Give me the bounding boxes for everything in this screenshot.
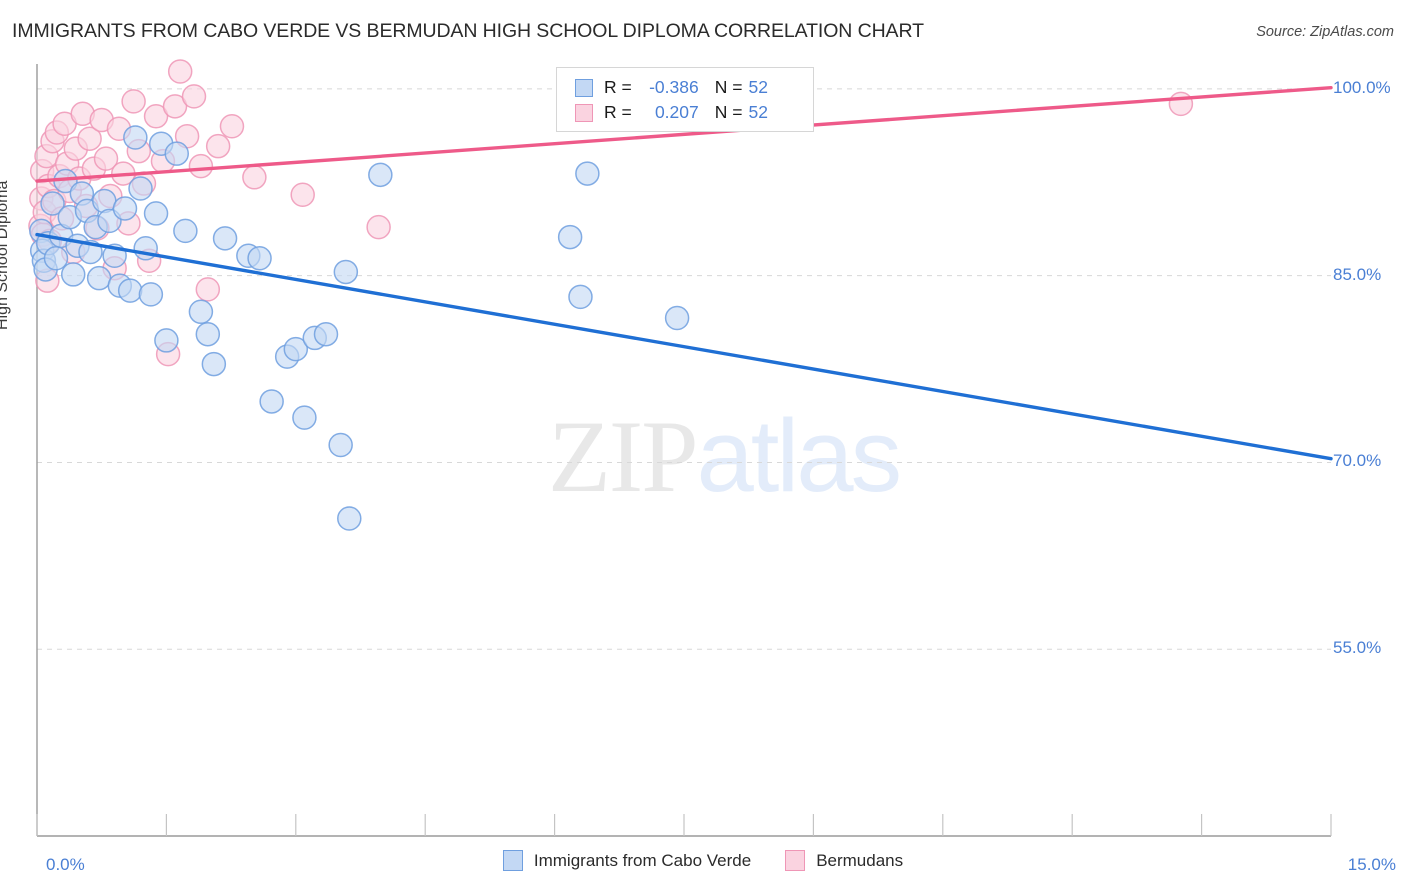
data-point <box>123 125 148 150</box>
data-point <box>337 506 362 531</box>
y-axis-tick-label: 70.0% <box>1333 451 1382 471</box>
scatter-svg <box>28 59 1333 837</box>
data-point <box>93 146 119 171</box>
legend-swatch-blue <box>502 850 523 871</box>
legend-item-bermudans[interactable]: Bermudans <box>785 850 903 871</box>
data-point <box>121 89 146 114</box>
stats-r-value: 0.207 <box>654 102 699 122</box>
y-axis-tick-label: 55.0% <box>1333 638 1382 658</box>
correlation-stats-box: R = -0.386 N = 52 R = 0.207 N = 52 <box>556 67 814 132</box>
data-point <box>205 133 231 159</box>
data-point <box>575 161 600 186</box>
data-point <box>242 165 267 190</box>
data-point <box>313 321 339 347</box>
data-point <box>143 104 169 129</box>
data-point <box>60 262 86 287</box>
data-point <box>201 351 227 377</box>
data-point <box>212 226 238 251</box>
data-point <box>366 214 391 240</box>
plot-area <box>28 59 1333 837</box>
data-point <box>290 182 315 207</box>
data-point <box>195 321 221 347</box>
data-point <box>247 245 272 271</box>
x-axis-ticks <box>36 814 1332 836</box>
stats-r-label: R = <box>604 102 632 122</box>
data-point <box>173 218 198 244</box>
data-point <box>138 282 164 307</box>
data-point <box>568 284 593 310</box>
stats-swatch-blue <box>575 78 593 97</box>
data-point <box>195 277 221 302</box>
stats-n-value: 52 <box>748 77 768 97</box>
series-cabo-verde-points <box>29 125 690 531</box>
stats-row: R = 0.207 N = 52 <box>575 100 813 125</box>
stats-row: R = -0.386 N = 52 <box>575 75 813 100</box>
data-point <box>86 265 112 291</box>
stats-r-label: R = <box>604 77 632 97</box>
x-axis-min-label: 0.0% <box>46 855 85 874</box>
data-point <box>1168 91 1194 117</box>
legend-label: Immigrants from Cabo Verde <box>533 850 752 870</box>
data-point <box>167 59 193 84</box>
data-point <box>112 196 138 221</box>
data-point <box>188 153 214 179</box>
data-point <box>128 176 153 201</box>
trendline-cabo-verde <box>35 232 1333 461</box>
data-point <box>43 245 69 271</box>
data-point <box>181 84 207 109</box>
data-point <box>333 259 359 285</box>
y-axis-tick-label: 100.0% <box>1333 77 1391 97</box>
data-point <box>154 328 179 353</box>
stats-n-label: N = <box>714 102 743 122</box>
data-point <box>143 201 169 226</box>
data-point <box>664 305 690 331</box>
data-point <box>368 162 393 188</box>
data-point <box>557 224 583 250</box>
data-point <box>117 278 143 303</box>
stats-n-value: 52 <box>748 102 768 122</box>
data-point <box>259 389 284 414</box>
data-point <box>188 299 214 325</box>
stats-n-label: N = <box>714 77 743 97</box>
legend-item-cabo-verde[interactable]: Immigrants from Cabo Verde <box>502 850 752 871</box>
source-label: Source: ZipAtlas.com <box>1256 24 1394 40</box>
trendline-bermudans <box>35 85 1333 183</box>
x-axis-max-label: 15.0% <box>1347 855 1396 874</box>
data-point <box>77 126 102 151</box>
data-point <box>283 336 309 362</box>
page-title: IMMIGRANTS FROM CABO VERDE VS BERMUDAN H… <box>12 20 924 42</box>
legend-swatch-pink <box>785 850 806 871</box>
gridlines <box>37 88 1331 650</box>
y-axis-label: High School Diploma <box>0 180 11 330</box>
stats-swatch-pink <box>575 103 593 122</box>
legend-label: Bermudans <box>816 850 904 870</box>
data-point <box>162 94 188 119</box>
data-point <box>292 405 317 430</box>
axis-lines <box>36 64 1331 837</box>
series-legend: Immigrants from Cabo Verde Bermudans <box>0 850 1406 871</box>
data-point <box>40 191 65 216</box>
data-point <box>328 432 353 458</box>
data-point <box>164 141 190 166</box>
data-point <box>219 114 245 139</box>
stats-r-value: -0.386 <box>649 77 699 97</box>
y-axis-tick-label: 85.0% <box>1333 264 1382 284</box>
